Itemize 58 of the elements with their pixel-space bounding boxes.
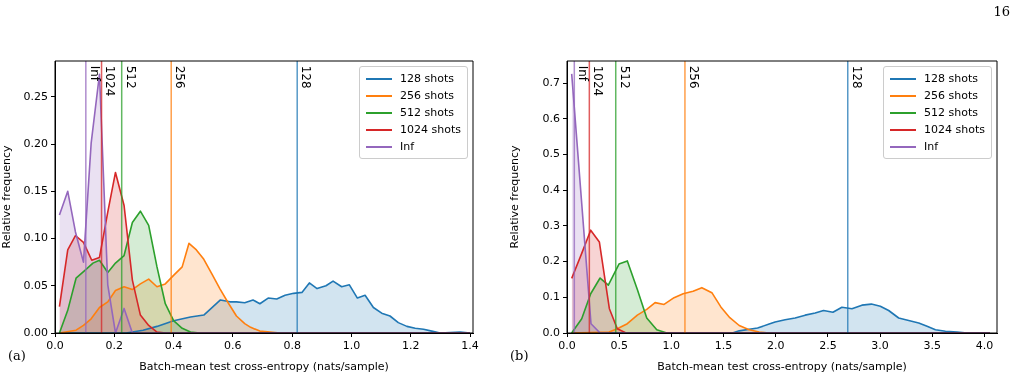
y-axis-title: Relative frequency <box>0 145 14 249</box>
y-tick-label: 0.10 <box>23 231 48 245</box>
legend-label: 1024 shots <box>924 122 985 138</box>
x-tick-label: 0.8 <box>283 339 301 353</box>
annotation: 1024 <box>591 65 606 97</box>
legend-label: 256 shots <box>400 88 454 104</box>
annotation: 256 <box>686 65 701 89</box>
y-tick-label: 0.7 <box>542 75 560 89</box>
legend-label: Inf <box>400 139 415 155</box>
text: (a) <box>8 348 26 363</box>
y-tick-label: 0.6 <box>542 111 560 125</box>
x-tick-label: 1.0 <box>342 339 361 353</box>
y-tick-label: 0.00 <box>23 325 48 339</box>
y-tick-label: 0.1 <box>542 290 560 304</box>
y-tick-label: 0.25 <box>23 89 48 103</box>
x-tick-label: 1.0 <box>662 339 681 353</box>
annotation: 1024 <box>103 65 118 97</box>
x-tick-label: 2.0 <box>766 339 785 353</box>
y-tick-label: 0.2 <box>542 254 560 268</box>
y-tick-label: 0.0 <box>542 325 560 339</box>
y-tick-label: 0.3 <box>542 218 560 232</box>
x-tick-label: 0.0 <box>558 339 576 353</box>
y-axis-title: Relative frequency <box>508 145 522 249</box>
y-tick-label: 0.05 <box>23 278 48 292</box>
legend-label: 1024 shots <box>400 122 461 138</box>
x-tick-label: 3.0 <box>871 339 889 353</box>
annotation: 512 <box>617 65 632 89</box>
annotation: 128 <box>299 65 314 89</box>
legend-label: 128 shots <box>924 71 978 87</box>
x-tick-label: 4.0 <box>975 339 994 353</box>
annotation: Inf <box>87 65 102 82</box>
annotation: 256 <box>173 65 188 89</box>
x-tick-label: 0.5 <box>610 339 628 353</box>
x-tick-label: 1.2 <box>401 339 420 353</box>
x-tick-label: 2.5 <box>819 339 837 353</box>
y-tick-label: 0.20 <box>23 136 48 150</box>
y-tick-label: 0.15 <box>23 184 48 198</box>
annotation: Inf <box>576 65 591 82</box>
annotation: 128 <box>849 65 864 89</box>
x-axis-title: Batch-mean test cross-entropy (nats/sample) <box>139 360 389 374</box>
legend-label: 256 shots <box>924 88 978 104</box>
x-tick-label: 0.4 <box>164 339 183 353</box>
legend-label: 128 shots <box>400 71 454 87</box>
x-tick-label: 0.6 <box>224 339 242 353</box>
x-tick-label: 3.5 <box>923 339 942 353</box>
x-tick-label: 1.4 <box>461 339 479 353</box>
text: (b) <box>510 348 529 363</box>
y-tick-label: 0.5 <box>542 147 560 161</box>
y-tick-label: 0.4 <box>542 183 560 197</box>
x-axis-title: Batch-mean test cross-entropy (nats/sample) <box>657 360 907 374</box>
annotation: 512 <box>123 65 138 89</box>
x-tick-label: 1.5 <box>714 339 733 353</box>
legend-label: Inf <box>924 139 939 155</box>
legend-label: 512 shots <box>400 105 454 121</box>
x-tick-label: 0.2 <box>105 339 124 353</box>
legend-label: 512 shots <box>924 105 978 121</box>
x-tick-label: 0.0 <box>46 339 64 353</box>
text: 16 <box>993 4 1010 19</box>
